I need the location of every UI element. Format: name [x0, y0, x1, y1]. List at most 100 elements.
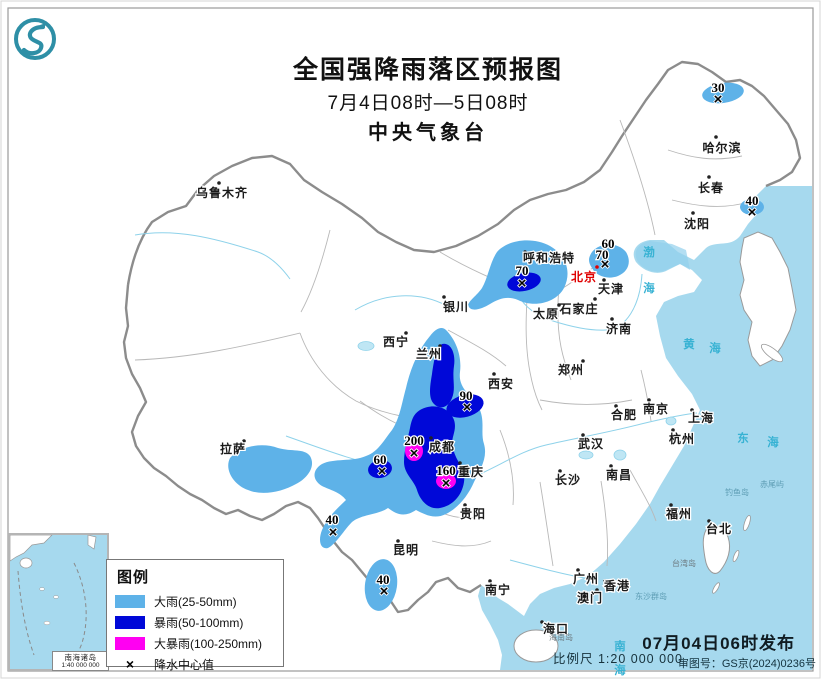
precip-value: 60 — [602, 236, 615, 251]
city-dot — [404, 331, 408, 335]
cma-dragon-logo — [14, 18, 56, 60]
heavy-rain-swatch — [115, 595, 145, 608]
city-dot — [595, 265, 599, 269]
precip-value: 160 — [436, 463, 456, 478]
forecast-period: 7月4日08时—5日08时 — [327, 93, 529, 114]
rainstorm-swatch — [115, 616, 145, 629]
city-label: 兰州 — [416, 346, 442, 361]
city-dot — [540, 620, 544, 624]
release-time: 07月04日06时发布 — [642, 634, 795, 653]
city-dot — [595, 588, 599, 592]
city-label: 合肥 — [611, 407, 637, 422]
city-dot — [593, 297, 597, 301]
city-label: 澳门 — [577, 590, 603, 605]
island-name-label: 东沙群岛 — [635, 591, 667, 601]
korea-land — [739, 231, 797, 367]
precip-value: 200 — [404, 433, 424, 448]
city-dot — [602, 278, 606, 282]
inset-name: 南海诸岛 — [64, 653, 97, 662]
precip-center-symbol: × — [125, 656, 135, 672]
agency-name: 中央气象台 — [368, 122, 488, 144]
city-dot — [610, 317, 614, 321]
city-dot — [707, 175, 711, 179]
city-label: 沈阳 — [684, 216, 710, 231]
national-border — [126, 60, 802, 286]
city-dot — [438, 344, 442, 348]
city-label: 石家庄 — [558, 301, 598, 316]
legend-item-heavy-rain: 大雨(25-50mm) — [115, 591, 283, 612]
city-label: 昆明 — [393, 543, 419, 557]
city-dot — [690, 408, 694, 412]
precip-center-label: 降水中心值 — [154, 658, 215, 672]
city-dot — [581, 433, 585, 437]
island-name-label: 赤尾屿 — [760, 480, 784, 489]
precip-center-cross: × — [380, 583, 389, 600]
heavy-rain-label: 大雨(25-50mm) — [154, 595, 237, 609]
city-dot — [609, 464, 613, 468]
city-dot — [429, 436, 433, 440]
city-label: 上海 — [688, 410, 714, 425]
city-dot — [669, 503, 673, 507]
inset-map — [10, 535, 97, 668]
city-label: 重庆 — [458, 464, 484, 479]
city-dot — [581, 359, 585, 363]
legend-item-precip-center: × 降水中心值 — [115, 654, 283, 675]
precip-value: 40 — [377, 572, 390, 587]
city-label: 乌鲁木齐 — [196, 185, 248, 200]
city-dot — [396, 539, 400, 543]
island-name-label: 台湾岛 — [672, 558, 696, 568]
city-dot — [492, 372, 496, 376]
precip-value: 90 — [460, 388, 473, 403]
legend-item-severe-rainstorm: 大暴雨(100-250mm) — [115, 633, 283, 654]
island-name-label: 钓鱼岛 — [725, 487, 749, 497]
city-label: 杭州 — [669, 431, 695, 446]
precip-center-cross: × — [748, 204, 757, 221]
city-label: 南京 — [643, 401, 669, 416]
precip-center-cross: × — [463, 399, 472, 416]
sea-name-label: 渤 — [643, 245, 657, 259]
sea-name-label: 海 — [614, 663, 628, 677]
city-label: 南昌 — [606, 467, 632, 482]
sea-name-label: 海 — [643, 281, 657, 295]
south-china-sea-inset: 南海诸岛 1:40 000 000 — [8, 533, 109, 671]
rainstorm-label: 暴雨(50-100mm) — [154, 616, 244, 630]
city-label: 台北 — [706, 521, 732, 536]
severe-rainstorm-swatch — [115, 637, 145, 650]
map-scale-label: 比例尺 1:20 000 000 — [553, 652, 683, 666]
precip-value: 40 — [746, 193, 759, 208]
precip-center-cross: × — [601, 256, 610, 273]
city-label: 贵阳 — [460, 506, 486, 521]
precip-center-cross: × — [378, 463, 387, 480]
inset-scale: 1:40 000 000 — [61, 661, 100, 669]
sea-name-label: 南 — [614, 639, 628, 653]
city-label: 广州 — [573, 571, 599, 586]
islands — [712, 343, 784, 594]
city-label: 济南 — [606, 321, 632, 336]
precip-center-cross: × — [410, 445, 419, 462]
precip-value: 60 — [374, 452, 387, 467]
page-title: 全国强降雨落区预报图 — [292, 56, 564, 84]
city-dot — [242, 439, 246, 443]
city-dot — [458, 461, 462, 465]
city-label: 哈尔滨 — [702, 140, 741, 155]
city-label: 西安 — [488, 376, 514, 391]
city-dot — [217, 181, 221, 185]
city-label: 银川 — [443, 299, 469, 314]
city-label: 郑州 — [558, 362, 584, 377]
precip-value: 70 — [596, 247, 609, 262]
city-label: 太原 — [533, 306, 559, 321]
city-label: 呼和浩特 — [523, 250, 575, 265]
city-label: 福州 — [665, 506, 692, 521]
city-label: 拉萨 — [220, 441, 246, 456]
city-dot — [488, 579, 492, 583]
city-dot — [557, 303, 561, 307]
rain-severe-areas — [405, 441, 456, 489]
city-dot — [558, 469, 562, 473]
city-label: 香港 — [603, 578, 630, 593]
city-dot — [691, 211, 695, 215]
legend-item-rainstorm: 暴雨(50-100mm) — [115, 612, 283, 633]
city-label: 成都 — [429, 439, 455, 454]
